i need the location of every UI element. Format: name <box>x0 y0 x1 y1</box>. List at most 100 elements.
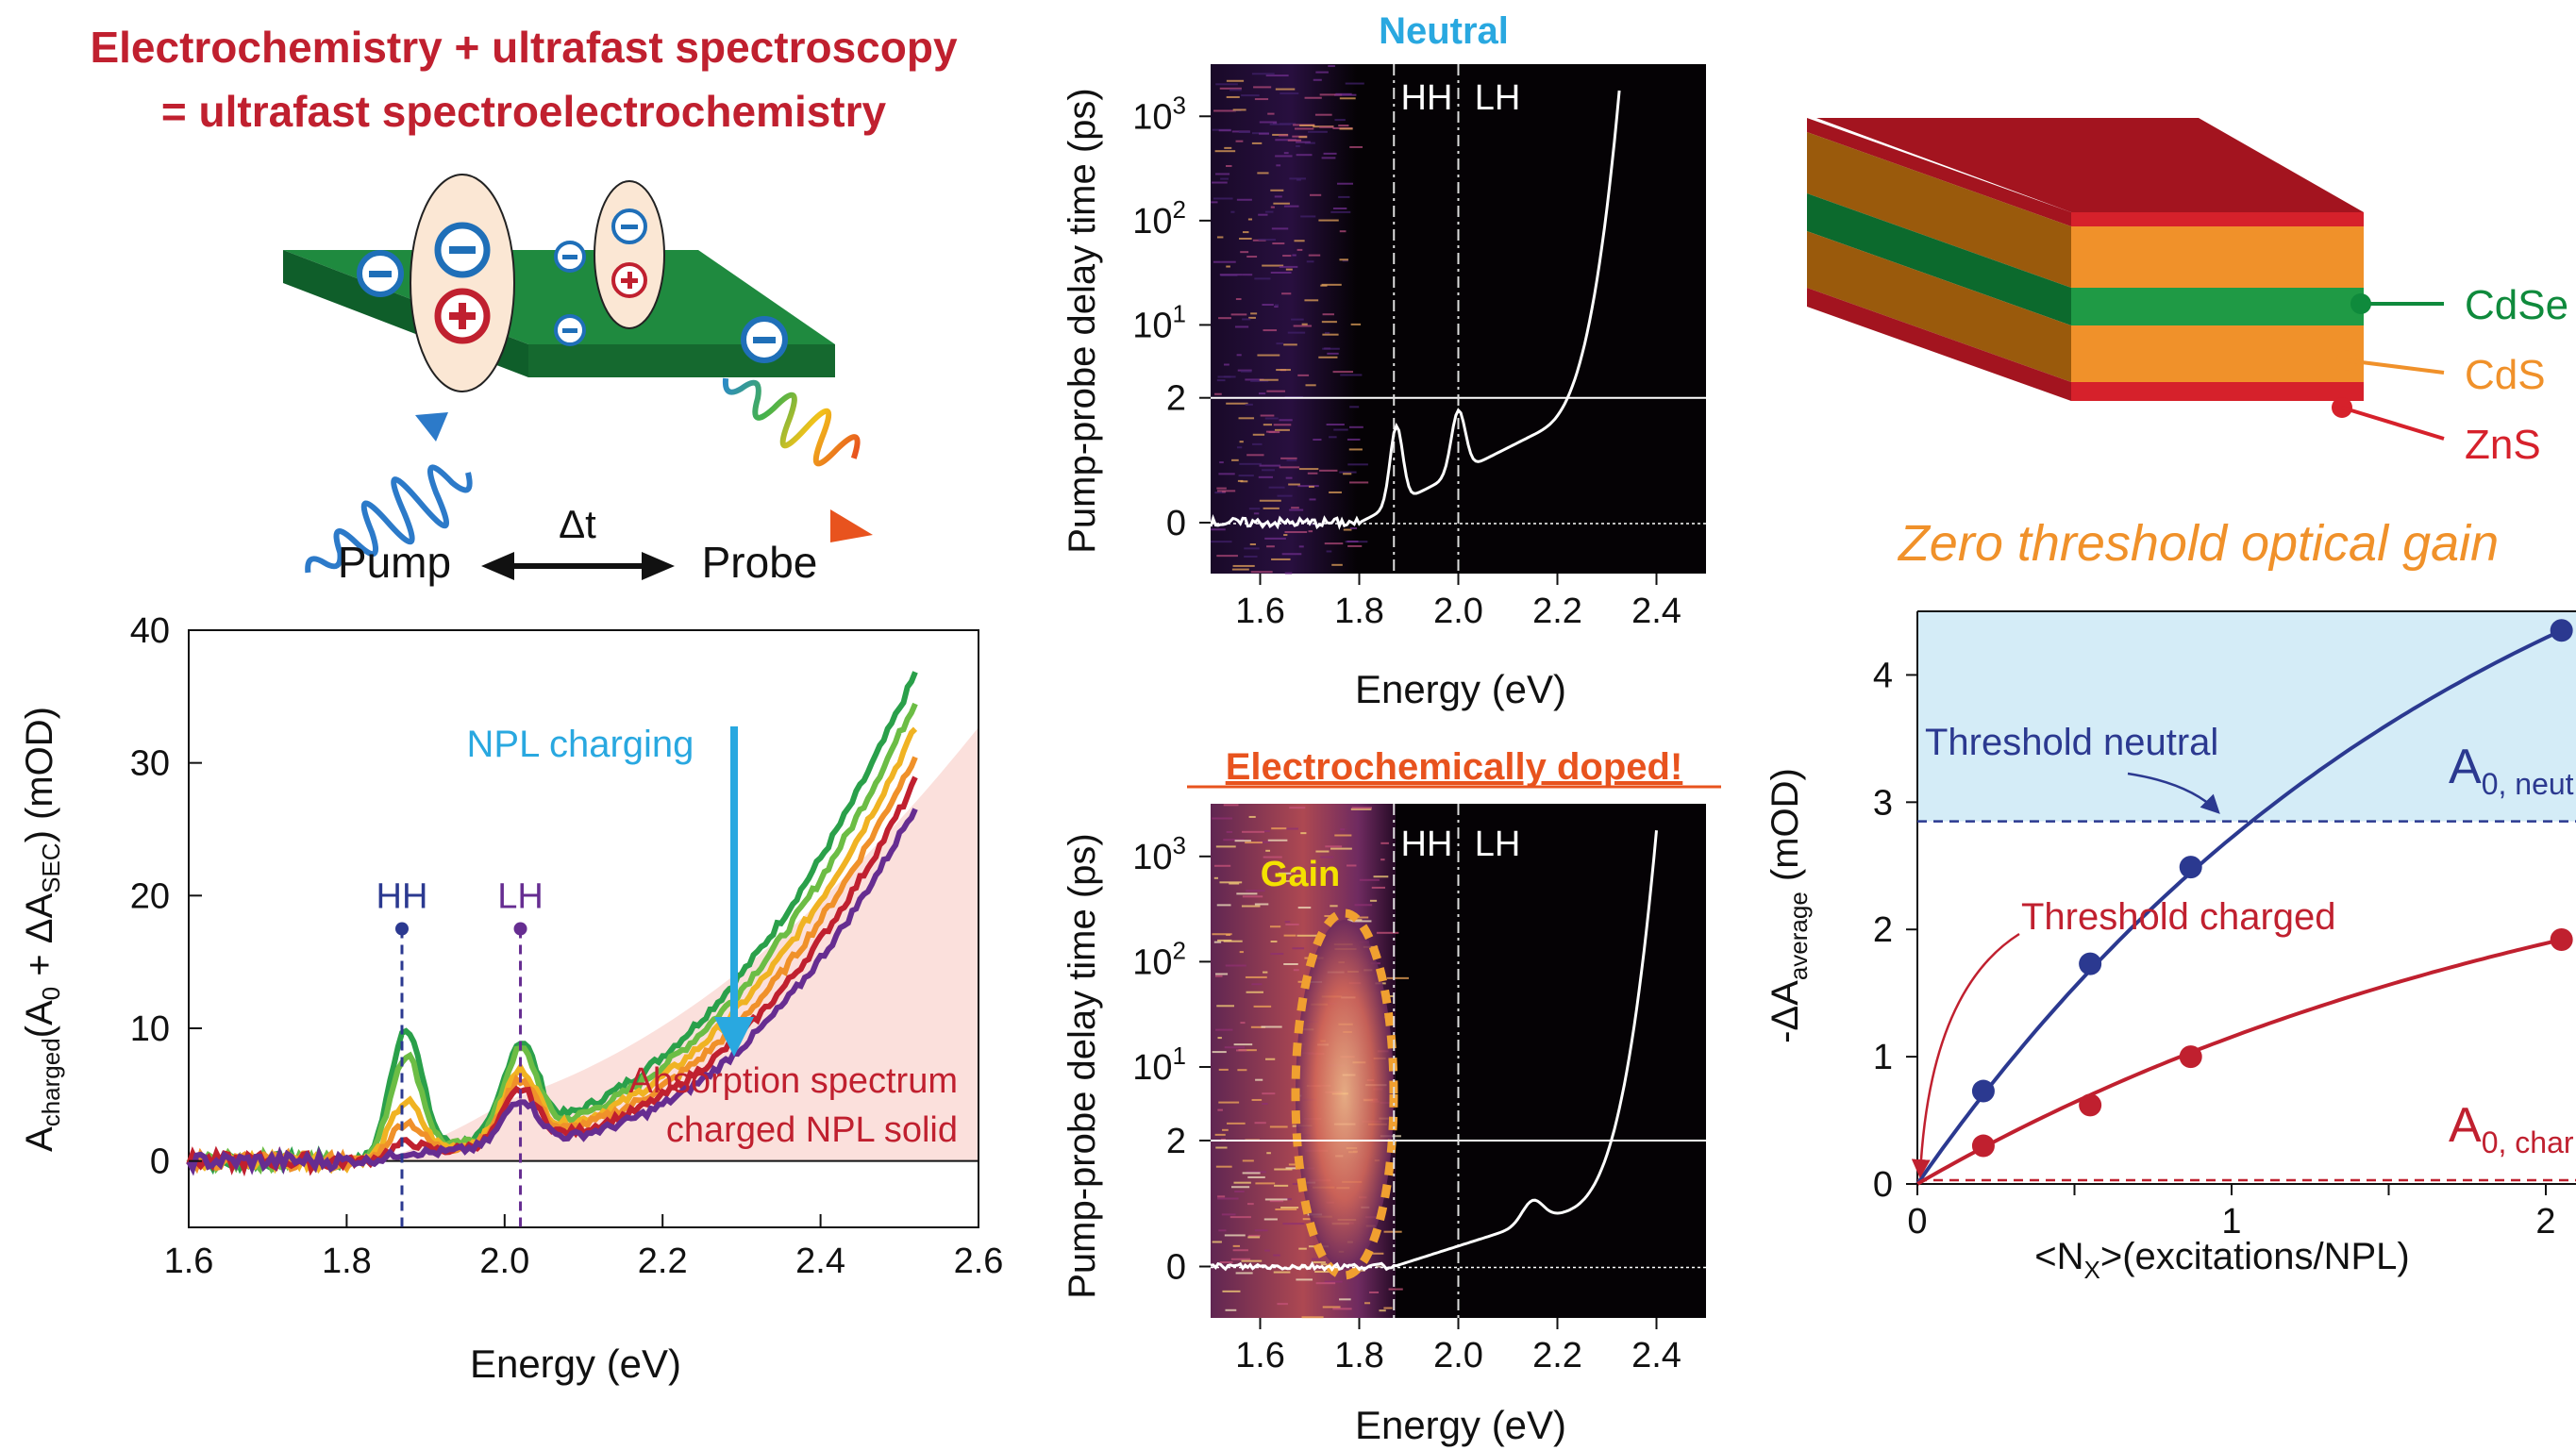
absorption-y-tick-label: 40 <box>130 611 170 651</box>
heatmap-noise-pixel <box>1289 177 1306 180</box>
heatmap-noise-pixel <box>1339 127 1353 130</box>
heatmap-noise-pixel <box>1274 195 1282 198</box>
heatmap-noise-pixel <box>1226 830 1233 833</box>
heatmap-noise-pixel <box>1235 298 1242 301</box>
heatmap-noise-pixel <box>1234 1190 1245 1192</box>
heatmap-noise-pixel <box>1269 1125 1288 1128</box>
heatmap-noise-pixel <box>1216 1005 1234 1008</box>
ta-neutral-lh-label: LH <box>1475 78 1521 118</box>
heatmap-noise-pixel <box>1250 379 1269 382</box>
heatmap-noise-pixel <box>1287 331 1306 334</box>
absorption-y-label: Acharged(A0 + ΔASEC) (mOD) <box>19 707 65 1152</box>
heatmap-noise-pixel <box>1282 1223 1305 1225</box>
heatmap-noise-pixel <box>1271 827 1287 830</box>
heatmap-noise-pixel <box>1283 963 1298 966</box>
heatmap-noise-pixel <box>1240 370 1252 373</box>
charged-data-point <box>2550 928 2573 952</box>
heatmap-noise-pixel <box>1255 1078 1263 1081</box>
heatmap-noise-pixel <box>1263 507 1280 509</box>
front-cds-bottom <box>2071 325 2364 382</box>
heatmap-noise-pixel <box>1294 240 1305 242</box>
absorption-x-label: Energy (eV) <box>470 1342 681 1386</box>
heatmap-noise-pixel <box>1229 1216 1251 1219</box>
delay-arrow-left-icon <box>481 552 514 580</box>
heatmap-noise-pixel <box>1297 907 1312 909</box>
heatmap-noise-pixel <box>1267 112 1275 115</box>
gain-x-tick-label: 1 <box>2221 1202 2241 1242</box>
heatmap-noise-pixel <box>1218 1068 1229 1071</box>
heatmap-noise-pixel <box>1334 834 1352 837</box>
front-cds-top <box>2071 226 2364 288</box>
electron-icon <box>611 208 647 244</box>
heatmap-noise-pixel <box>1269 123 1291 125</box>
heatmap-noise-pixel <box>1223 839 1245 842</box>
heatmap-noise-pixel <box>1230 1186 1250 1189</box>
heatmap-noise-pixel <box>1321 157 1336 159</box>
absorption-y-tick-label: 30 <box>130 744 170 784</box>
heatmap-noise-pixel <box>1216 490 1236 492</box>
heatmap-noise-pixel <box>1276 164 1281 167</box>
heatmap-noise-pixel <box>1308 254 1321 257</box>
heatmap-noise-pixel <box>1351 916 1369 919</box>
heatmap-noise-pixel <box>1224 363 1229 366</box>
ta-x-tick-label: 1.8 <box>1334 592 1384 631</box>
heatmap-noise-pixel <box>1322 333 1339 336</box>
heatmap-noise-pixel <box>1252 442 1263 445</box>
heatmap-noise-pixel <box>1213 260 1236 263</box>
heatmap-noise-pixel <box>1321 321 1337 324</box>
heatmap-noise-pixel <box>1212 817 1233 820</box>
heatmap-noise-pixel <box>1245 378 1264 381</box>
heatmap-noise-pixel <box>1315 850 1330 853</box>
heatmap-noise-pixel <box>1224 1046 1246 1049</box>
heatmap-noise-pixel <box>1257 354 1280 357</box>
heatmap-noise-pixel <box>1312 1258 1322 1260</box>
heatmap-noise-pixel <box>1263 856 1282 858</box>
heatmap-noise-pixel <box>1330 847 1352 850</box>
heatmap-noise-pixel <box>1325 845 1343 848</box>
gain-region-blob <box>1296 920 1394 1269</box>
heatmap-noise-pixel <box>1211 528 1226 531</box>
absorption-annotation-line1: Absorption spectrum <box>629 1061 959 1101</box>
heatmap-noise-pixel <box>1281 553 1302 556</box>
heatmap-noise-pixel <box>1313 1261 1326 1264</box>
ta-doped-chart: Electrochemically doped! 1.6 1.8 2.0 2.2 2.4… <box>1062 746 1721 1447</box>
heatmap-noise-pixel <box>1263 424 1273 426</box>
heatmap-noise-pixel <box>1347 540 1359 542</box>
heatmap-noise-pixel <box>1232 108 1246 111</box>
npl-slab-front <box>528 344 835 377</box>
heatmap-noise-pixel <box>1223 375 1236 378</box>
heatmap-noise-pixel <box>1264 537 1286 540</box>
heatmap-noise-pixel <box>1217 1108 1223 1111</box>
heatmap-noise-pixel <box>1214 392 1222 395</box>
heatmap-noise-pixel <box>1320 1263 1328 1266</box>
heatmap-noise-pixel <box>1273 1271 1291 1274</box>
heatmap-noise-pixel <box>1221 1213 1236 1216</box>
heatmap-noise-pixel <box>1250 312 1258 315</box>
heatmap-noise-pixel <box>1242 1159 1254 1162</box>
ta-x-tick-label: 2.0 <box>1433 592 1483 631</box>
heatmap-noise-pixel <box>1238 131 1250 134</box>
heatmap-noise-pixel <box>1247 218 1253 221</box>
hh-marker-dot <box>394 922 409 936</box>
heatmap-noise-pixel <box>1279 265 1298 268</box>
ta-x-tick-label: 1.6 <box>1235 1336 1285 1375</box>
heatmap-noise-pixel <box>1217 1197 1239 1200</box>
ta-y-tick-label: 103 <box>1132 91 1186 137</box>
heatmap-noise-pixel <box>1264 210 1274 213</box>
a0-charged-label: A0, char <box>2449 1098 2574 1159</box>
heatmap-noise-pixel <box>1275 1208 1297 1210</box>
heatmap-noise-pixel <box>1278 872 1292 875</box>
probe-label: Probe <box>702 538 818 587</box>
heatmap-noise-pixel <box>1254 903 1269 906</box>
heatmap-noise-pixel <box>1213 109 1236 112</box>
heatmap-noise-pixel <box>1211 201 1218 204</box>
heatmap-noise-pixel <box>1232 564 1255 567</box>
side-zns-bottom <box>1807 288 2071 401</box>
heatmap-noise-pixel <box>1346 864 1357 867</box>
heatmap-noise-pixel <box>1213 941 1222 943</box>
heatmap-noise-pixel <box>1388 1288 1403 1291</box>
heatmap-noise-pixel <box>1314 1271 1333 1274</box>
gain-y-tick-label: 2 <box>1873 910 1893 950</box>
heatmap-noise-pixel <box>1233 1181 1251 1184</box>
heatmap-noise-pixel <box>1338 125 1349 127</box>
